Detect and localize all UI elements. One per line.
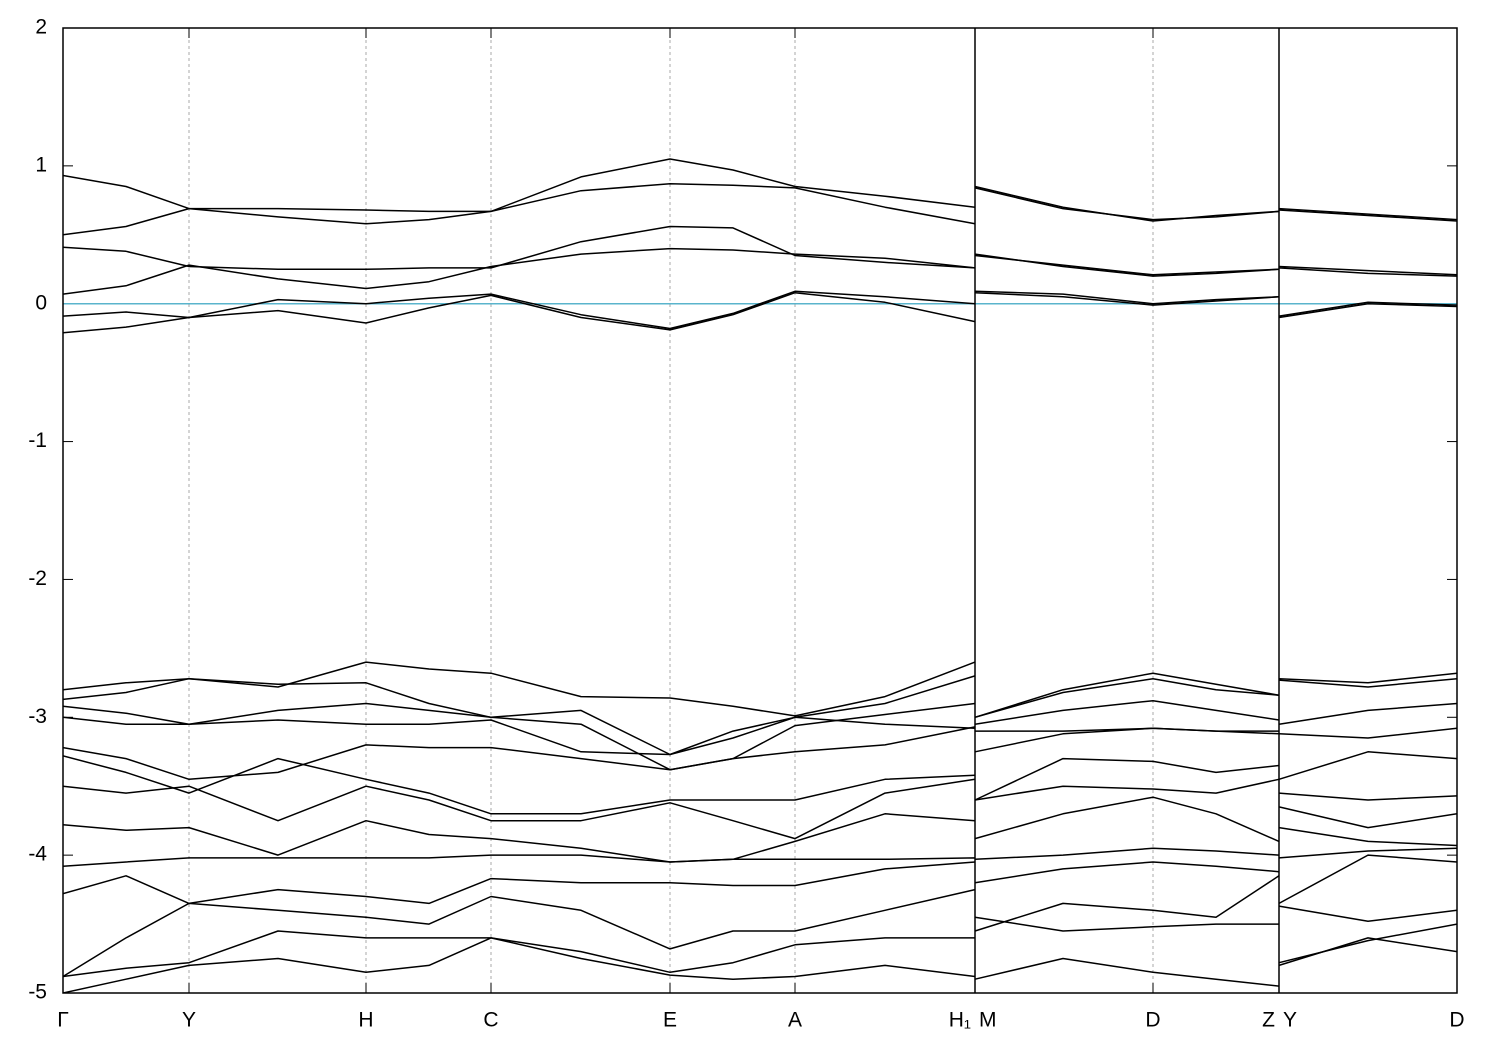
y-tick-label: -4 [28, 843, 47, 866]
y-tick-label: -2 [28, 567, 47, 590]
band-line [63, 937, 1457, 993]
plot-frame [62, 27, 1458, 994]
x-tick-label: Γ [57, 1009, 69, 1032]
x-tick-label: H₁ [949, 1009, 971, 1032]
y-tick-label: 1 [35, 153, 47, 176]
band-line [63, 291, 1457, 334]
x-tick-label: Y [1283, 1009, 1297, 1032]
y-tick-label: -1 [28, 429, 47, 452]
y-tick-label: 0 [35, 291, 47, 314]
band-line [63, 778, 1457, 840]
x-tick-label: E [663, 1009, 677, 1032]
x-tick-label: A [788, 1009, 802, 1032]
band-line [63, 183, 1457, 236]
x-tick-label: Z [1262, 1009, 1275, 1032]
band-line [63, 847, 1457, 867]
x-tick-label: Y [182, 1009, 196, 1032]
band-line [63, 726, 1457, 781]
x-tick-label: D [1145, 1009, 1160, 1032]
band-line [63, 755, 1457, 815]
x-tick-label: H [358, 1009, 373, 1032]
bands [63, 158, 1457, 993]
x-tick-label: M [979, 1009, 997, 1032]
y-tick-label: -5 [28, 981, 47, 1004]
x-tick-label: D [1449, 1009, 1464, 1032]
y-tick-label: 2 [35, 16, 47, 39]
band-line [63, 796, 1457, 863]
band-line [63, 247, 1457, 295]
band-line [63, 875, 1457, 978]
y-tick-label: -3 [28, 705, 47, 728]
x-tick-label: C [483, 1009, 498, 1032]
